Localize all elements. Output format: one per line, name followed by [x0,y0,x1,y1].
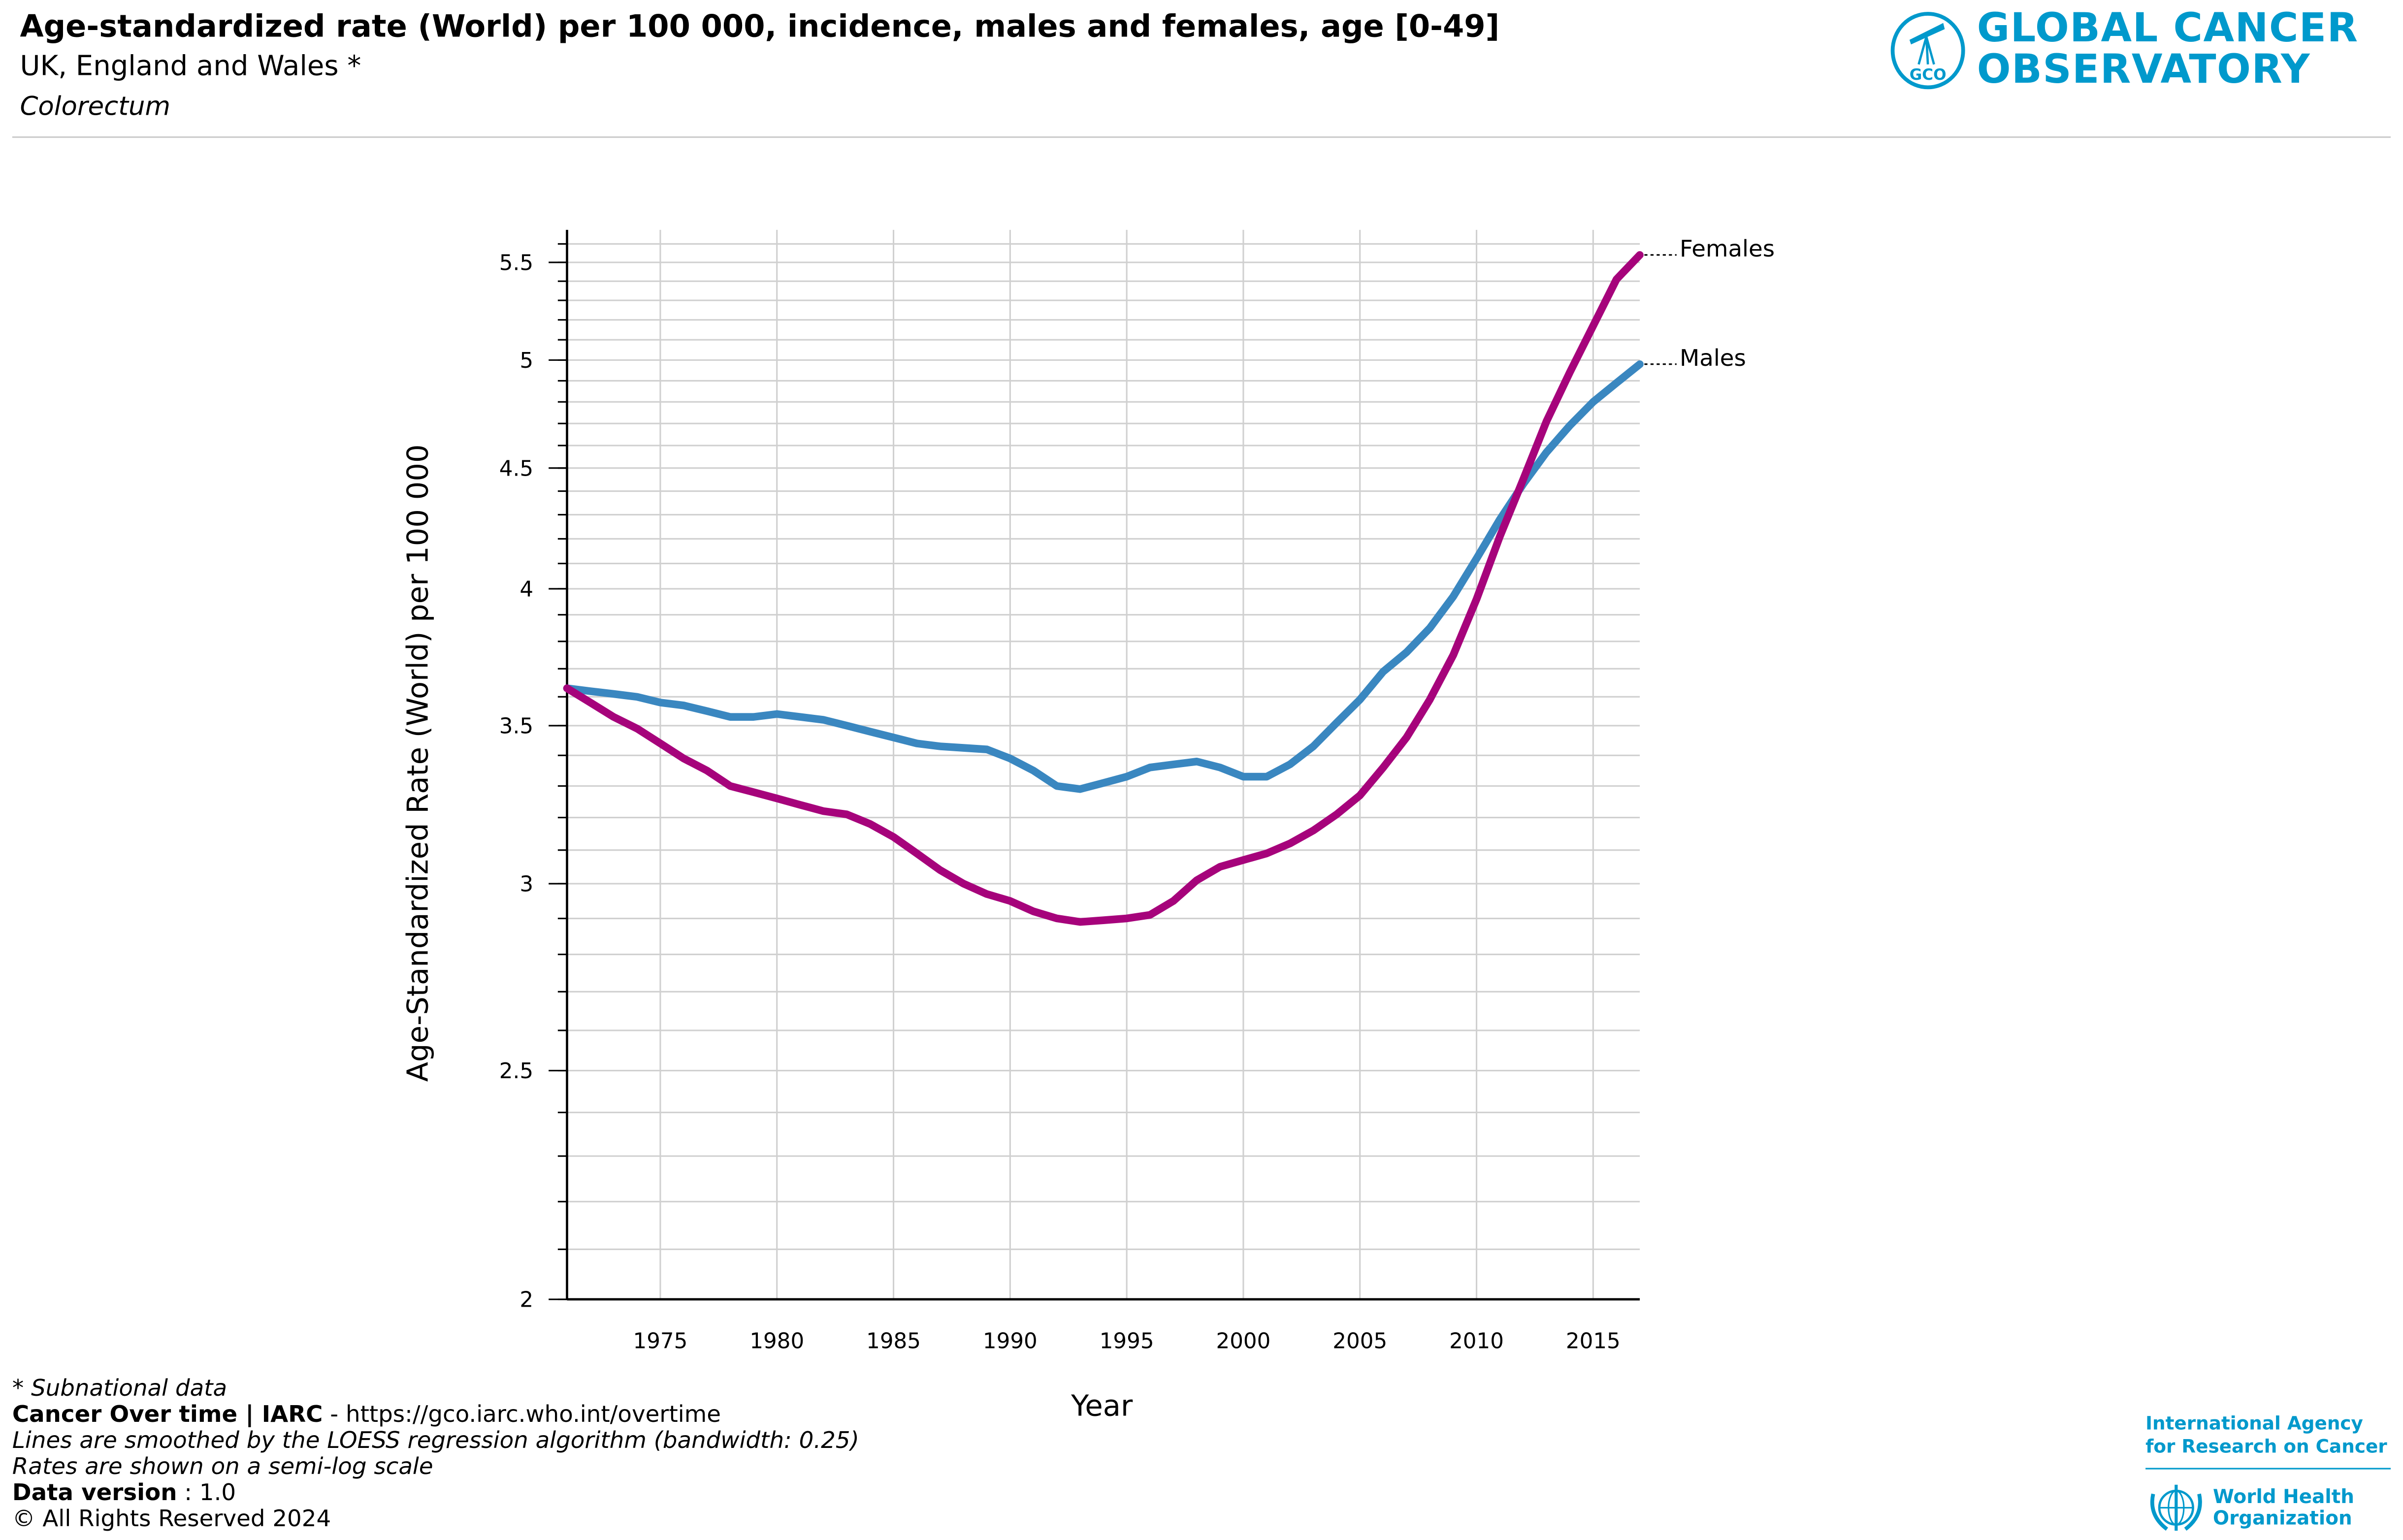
data-version-value: : 1.0 [177,1478,236,1507]
smoothing-note: Lines are smoothed by the LOESS regressi… [12,1426,859,1454]
data-version-label: Data version [12,1478,177,1507]
iarc-line1: International Agency [2145,1412,2363,1435]
x-tick-label: 1985 [866,1329,921,1354]
footer: * Subnational data Cancer Over time | IA… [12,1374,859,1533]
population-label: UK, England and Wales * [20,50,361,83]
axes: 1975 1980 1985 1990 1995 2000 2005 2010 2015 2 2.5… [499,229,1640,1354]
y-tick-label: 4.5 [499,456,533,481]
who-emblem-icon [2150,1484,2202,1531]
y-tick-label: 2.5 [499,1059,533,1084]
iarc-logo: International Agency for Research on Can… [2145,1412,2391,1470]
subnational-note: * Subnational data [12,1374,227,1402]
x-tick-label: 2000 [1216,1329,1271,1354]
who-line1: World Health [2213,1484,2355,1508]
x-tick-label: 1990 [983,1329,1038,1354]
y-tick-label: 5.5 [499,251,533,275]
y-tick-label: 3 [520,872,533,897]
header-divider [12,136,2391,138]
x-tick-label: 2010 [1449,1329,1504,1354]
x-tick-label: 1975 [633,1329,688,1354]
source-url[interactable]: - https://gco.iarc.who.int/overtime [323,1400,721,1428]
page-title: Age-standardized rate (World) per 100 00… [20,7,1500,45]
gco-line1: GLOBAL CANCER [1977,6,2359,52]
data-version: Data version : 1.0 [12,1478,859,1507]
x-tick-label: 1995 [1100,1329,1154,1354]
series-line-males [563,360,1644,793]
gco-line2: OBSERVATORY [1977,47,2311,94]
x-axis-label: Year [1071,1389,1133,1423]
y-tick-label: 2 [520,1288,533,1313]
y-tick-label: 3.5 [499,714,533,739]
y-axis-label: Age-Standardized Rate (World) per 100 00… [400,444,434,1082]
series-line-females [563,251,1644,926]
copyright: © All Rights Reserved 2024 [12,1505,331,1533]
legend-label-males: Males [1680,345,1746,372]
y-tick-label: 4 [520,578,533,602]
grid [567,229,1640,1300]
scale-note: Rates are shown on a semi-log scale [12,1452,433,1480]
series-lines: Males Females [563,236,1775,926]
x-tick-label: 2005 [1332,1329,1387,1354]
who-line2: Organization [2213,1506,2352,1529]
x-tick-label: 1980 [749,1329,804,1354]
cancer-site-label: Colorectum [20,92,171,123]
telescope-icon: GCO [1890,12,1965,90]
who-logo: World Health Organization [2145,1481,2354,1540]
y-tick-label: 5 [520,349,533,373]
gco-logo: GCO GLOBAL CANCER OBSERVATORY [1888,6,2394,95]
x-tick-label: 2015 [1566,1329,1621,1354]
source-label: Cancer Over time | IARC [12,1400,323,1428]
legend-label-females: Females [1680,236,1775,262]
iarc-line2: for Research on Cancer [2145,1436,2387,1457]
source-line: Cancer Over time | IARC - https://gco.ia… [12,1400,859,1428]
gco-badge: GCO [1910,66,1947,84]
